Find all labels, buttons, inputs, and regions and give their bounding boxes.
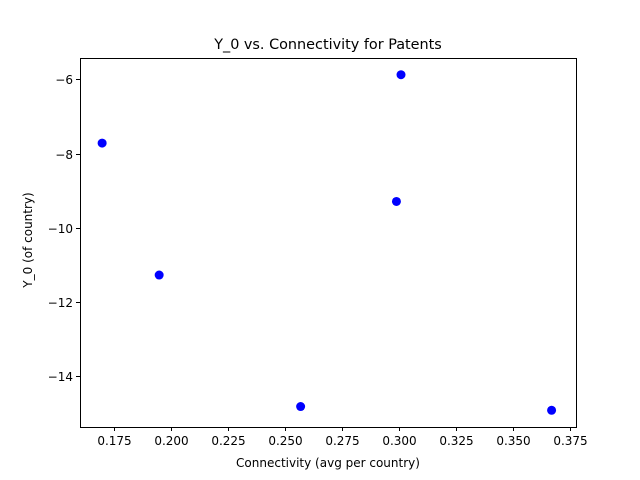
x-tick-label: 0.225 [211,434,245,448]
x-tick-label: 0.275 [325,434,359,448]
y-tick-label: −6 [55,73,73,87]
x-axis-label: Connectivity (avg per country) [236,456,420,470]
x-tick-label: 0.250 [268,434,302,448]
data-point [397,70,406,79]
x-tick-label: 0.200 [154,434,188,448]
data-point [547,406,556,415]
y-axis-label: Y_0 (of country) [21,192,35,288]
data-point [392,197,401,206]
x-tick-label: 0.325 [439,434,473,448]
x-tick-label: 0.375 [553,434,587,448]
x-tick-label: 0.350 [496,434,530,448]
data-point [155,271,164,280]
data-point [98,139,107,148]
y-tick-label: −12 [48,296,73,310]
x-tick-label: 0.175 [97,434,131,448]
y-tick-label: −14 [48,370,73,384]
data-point [296,402,305,411]
chart-title: Y_0 vs. Connectivity for Patents [213,37,442,53]
y-tick-label: −8 [55,148,73,162]
y-tick-label: −10 [48,222,73,236]
x-tick-label: 0.300 [382,434,416,448]
